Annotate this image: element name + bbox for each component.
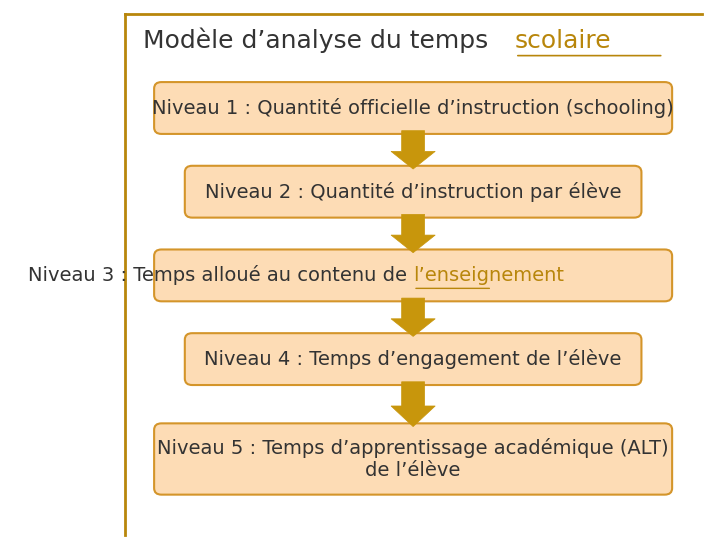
Polygon shape [391, 131, 435, 169]
Text: Niveau 1 : Quantité officielle d’instruction (schooling): Niveau 1 : Quantité officielle d’instruc… [152, 98, 674, 118]
Text: scolaire: scolaire [515, 29, 611, 52]
Text: Niveau 3 : Temps alloué au contenu de: Niveau 3 : Temps alloué au contenu de [28, 265, 413, 286]
Polygon shape [391, 298, 435, 336]
Text: Niveau 2 : Quantité d’instruction par élève: Niveau 2 : Quantité d’instruction par él… [205, 181, 621, 202]
FancyBboxPatch shape [154, 82, 672, 134]
Text: l’enseignement: l’enseignement [413, 266, 564, 285]
Text: Modèle d’analyse du temps: Modèle d’analyse du temps [143, 28, 496, 53]
Polygon shape [391, 382, 435, 427]
FancyBboxPatch shape [185, 333, 642, 385]
Text: Niveau 4 : Temps d’engagement de l’élève: Niveau 4 : Temps d’engagement de l’élève [204, 349, 622, 369]
Text: Niveau 5 : Temps d’apprentissage académique (ALT)
de l’élève: Niveau 5 : Temps d’apprentissage académi… [157, 438, 669, 480]
FancyBboxPatch shape [185, 166, 642, 218]
Polygon shape [391, 214, 435, 253]
FancyBboxPatch shape [154, 249, 672, 301]
FancyBboxPatch shape [154, 423, 672, 495]
